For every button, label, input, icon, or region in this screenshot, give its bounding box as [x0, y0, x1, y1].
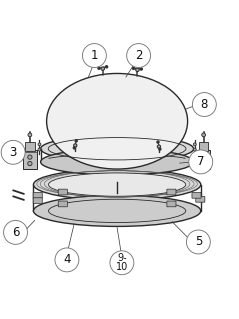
Circle shape	[202, 133, 206, 137]
Circle shape	[136, 68, 139, 71]
Ellipse shape	[47, 73, 188, 169]
Circle shape	[127, 44, 151, 68]
Circle shape	[82, 44, 106, 68]
FancyBboxPatch shape	[23, 151, 37, 169]
FancyBboxPatch shape	[58, 201, 67, 207]
Ellipse shape	[41, 149, 194, 175]
Text: 5: 5	[195, 235, 202, 249]
FancyBboxPatch shape	[196, 197, 205, 202]
Circle shape	[38, 143, 41, 146]
Text: 9-
10: 9- 10	[116, 253, 128, 272]
FancyBboxPatch shape	[58, 189, 67, 195]
Circle shape	[192, 93, 216, 116]
Text: 7: 7	[197, 155, 205, 168]
Circle shape	[157, 145, 161, 148]
Circle shape	[28, 133, 32, 137]
Circle shape	[193, 148, 196, 151]
Circle shape	[38, 148, 41, 151]
Text: 8: 8	[201, 98, 208, 111]
FancyBboxPatch shape	[192, 192, 201, 198]
Circle shape	[1, 140, 25, 164]
Circle shape	[74, 144, 77, 147]
FancyBboxPatch shape	[167, 201, 176, 207]
Circle shape	[132, 67, 135, 70]
Ellipse shape	[33, 195, 201, 226]
Circle shape	[110, 251, 134, 275]
Circle shape	[201, 161, 206, 166]
Ellipse shape	[49, 173, 186, 196]
Circle shape	[157, 141, 159, 143]
Circle shape	[193, 143, 196, 146]
FancyBboxPatch shape	[25, 142, 35, 151]
FancyBboxPatch shape	[199, 142, 208, 151]
Circle shape	[98, 67, 100, 69]
Circle shape	[75, 140, 77, 142]
FancyBboxPatch shape	[197, 151, 210, 169]
Text: 2: 2	[135, 49, 142, 62]
Text: 6: 6	[12, 226, 19, 239]
FancyBboxPatch shape	[167, 189, 176, 195]
Text: 1: 1	[91, 49, 98, 62]
Circle shape	[28, 161, 32, 166]
Circle shape	[189, 150, 213, 174]
Circle shape	[201, 155, 206, 159]
Ellipse shape	[41, 136, 194, 162]
Circle shape	[73, 147, 75, 149]
Text: 4: 4	[63, 253, 71, 266]
FancyBboxPatch shape	[33, 198, 42, 204]
Circle shape	[186, 230, 210, 254]
Circle shape	[159, 148, 161, 150]
Circle shape	[140, 68, 142, 70]
Circle shape	[55, 248, 79, 272]
Circle shape	[4, 220, 27, 244]
Circle shape	[101, 67, 104, 70]
Text: 3: 3	[10, 146, 17, 159]
FancyBboxPatch shape	[33, 192, 42, 198]
Ellipse shape	[33, 169, 201, 200]
Circle shape	[105, 66, 108, 68]
Circle shape	[28, 155, 32, 159]
